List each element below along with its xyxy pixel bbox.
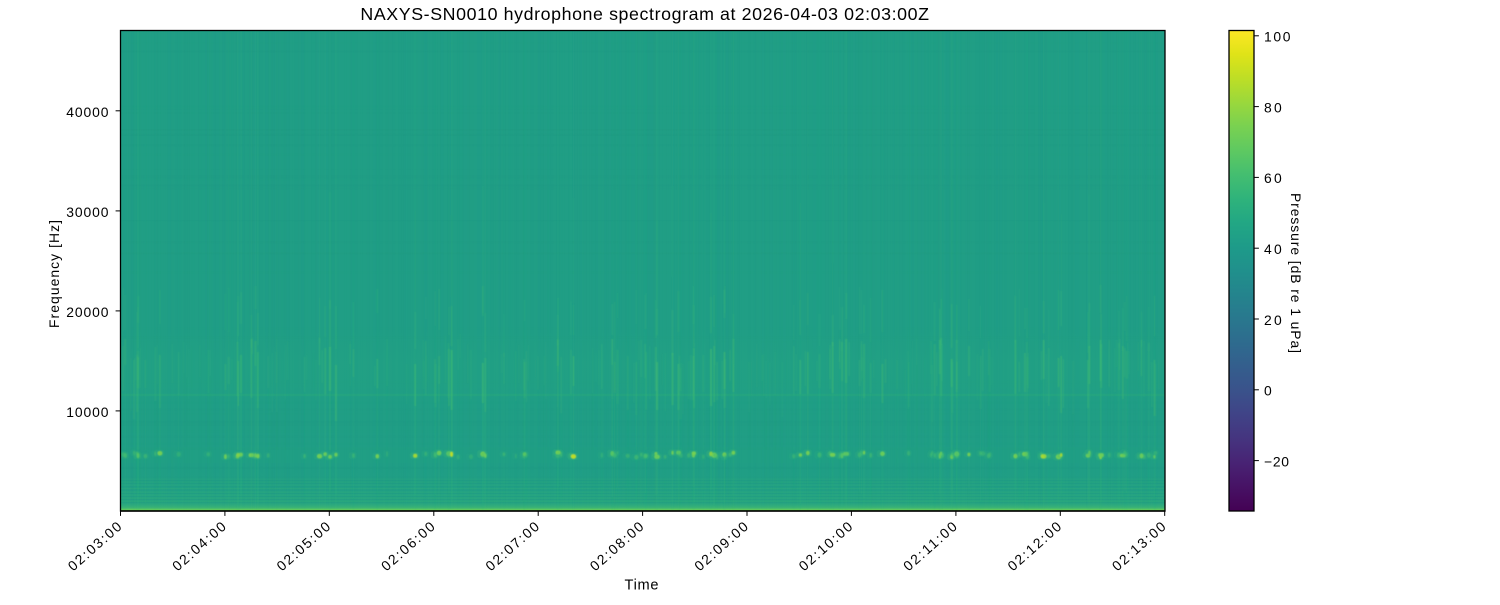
svg-text:80: 80 xyxy=(1264,99,1282,115)
svg-text:20: 20 xyxy=(1264,312,1282,328)
svg-text:NAXYS-SN0010 hydrophone spectr: NAXYS-SN0010 hydrophone spectrogram at 2… xyxy=(360,4,929,24)
svg-text:Frequency [Hz]: Frequency [Hz] xyxy=(46,220,62,328)
svg-text:40: 40 xyxy=(1264,241,1282,257)
svg-text:30000: 30000 xyxy=(66,204,109,220)
svg-text:60: 60 xyxy=(1264,170,1282,186)
svg-text:Pressure [dB re 1 uPa]: Pressure [dB re 1 uPa] xyxy=(1288,193,1304,353)
svg-text:−20: −20 xyxy=(1264,453,1289,469)
svg-text:20000: 20000 xyxy=(66,304,109,320)
svg-text:Time: Time xyxy=(625,578,659,594)
svg-text:40000: 40000 xyxy=(66,104,109,120)
svg-text:0: 0 xyxy=(1264,383,1272,399)
svg-text:10000: 10000 xyxy=(66,404,109,420)
svg-text:100: 100 xyxy=(1264,29,1291,45)
